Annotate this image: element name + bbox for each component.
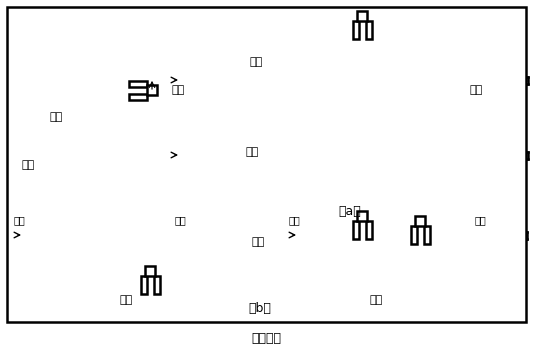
Text: 错误: 错误 (245, 147, 259, 157)
Bar (154, 276, 159, 294)
Text: （b）: （b） (248, 302, 271, 315)
Text: 正确: 正确 (50, 112, 63, 122)
Text: 液体: 液体 (22, 160, 35, 170)
Bar (141, 276, 147, 294)
Text: 气泡: 气泡 (14, 215, 26, 225)
Text: 液体: 液体 (172, 85, 185, 95)
Bar (366, 21, 372, 39)
Bar (410, 226, 416, 244)
Text: 正确: 正确 (120, 295, 133, 305)
Bar (415, 216, 425, 226)
Bar (129, 81, 147, 87)
Bar (352, 21, 359, 39)
Bar (7, 7, 526, 322)
Text: 气泡: 气泡 (289, 215, 301, 225)
Bar (366, 221, 372, 239)
Text: （a）: （a） (338, 205, 361, 218)
Bar (357, 211, 367, 221)
Text: 气泡: 气泡 (175, 215, 187, 225)
Bar (129, 93, 147, 100)
Bar (147, 85, 157, 95)
Bar (352, 221, 359, 239)
Text: 液体: 液体 (470, 85, 483, 95)
Text: 错误: 错误 (370, 295, 383, 305)
Text: 图（四）: 图（四） (251, 332, 281, 345)
Bar (424, 226, 430, 244)
Text: 气泡: 气泡 (475, 215, 487, 225)
Text: 正确: 正确 (250, 57, 263, 67)
Bar (145, 266, 155, 276)
Bar (357, 11, 367, 21)
Text: 液体: 液体 (252, 237, 265, 247)
